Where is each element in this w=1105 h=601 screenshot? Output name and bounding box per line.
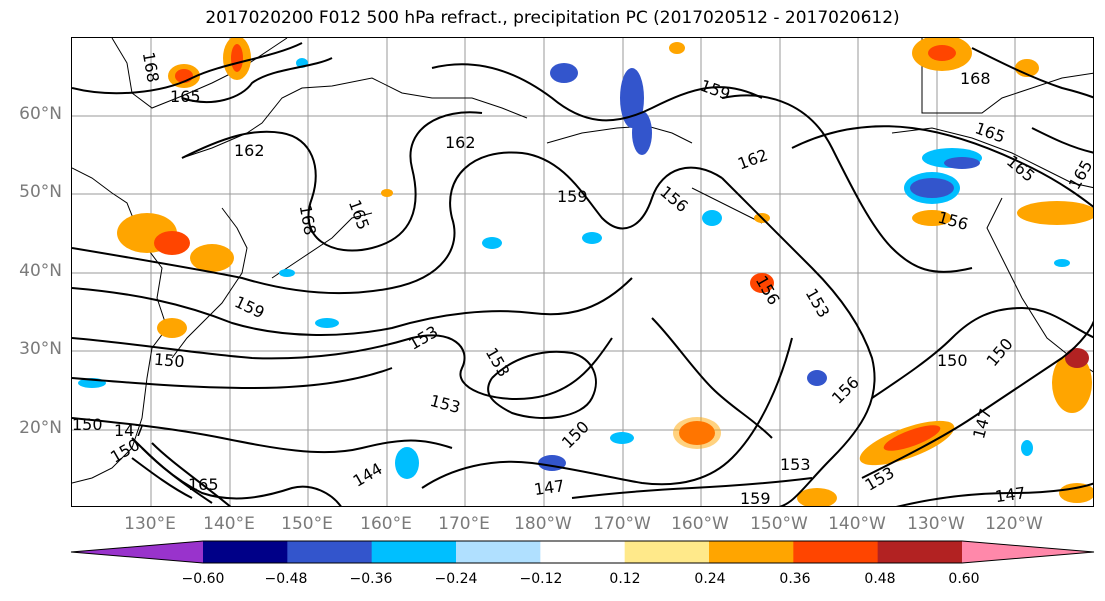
colorbar-tick: −0.24 xyxy=(434,571,478,587)
precipitation-patches xyxy=(78,38,1093,506)
colorbar-tick: 0.12 xyxy=(609,571,641,587)
lat-label-30n: 30°N xyxy=(19,339,62,359)
map-canvas: 168 165 162 162 168 165 159 159 162 156 … xyxy=(72,38,1094,507)
contour-label: 156 xyxy=(936,208,970,234)
colorbar-segment xyxy=(709,541,794,563)
contour-label: 153 xyxy=(482,344,514,380)
contour-label: 150 xyxy=(153,350,185,372)
lat-label-40n: 40°N xyxy=(19,261,62,281)
contour-label: 159 xyxy=(232,292,268,322)
contour-label: 159 xyxy=(740,489,771,507)
colorbar-tick: −0.60 xyxy=(181,571,225,587)
colorbar-segment xyxy=(203,541,288,563)
contour-label: 165 xyxy=(972,118,1007,146)
contour-label: 156 xyxy=(656,182,692,216)
colorbar-segment xyxy=(624,541,710,563)
contour-label: 147 xyxy=(114,421,145,440)
colorbar-tick: 0.24 xyxy=(694,571,726,587)
contour-label: 153 xyxy=(862,463,898,495)
lon-label-150w: 150°W xyxy=(750,514,808,534)
colorbar-tick: 0.60 xyxy=(948,571,980,587)
contour-label: 147 xyxy=(969,406,995,440)
contour-label: 165 xyxy=(345,197,373,232)
colorbar-extend-high xyxy=(962,541,1094,563)
lon-label-130w: 130°W xyxy=(907,514,965,534)
lon-label-160w: 160°W xyxy=(671,514,729,534)
contour-label: 159 xyxy=(557,187,588,206)
lon-label-180w: 180°W xyxy=(514,514,572,534)
colorbar-outline xyxy=(70,540,1095,564)
lon-label-150e: 150°E xyxy=(281,514,333,534)
lat-label-50n: 50°N xyxy=(19,182,62,202)
contour-label: 150 xyxy=(983,334,1017,370)
contour-label: 162 xyxy=(234,141,265,160)
lon-label-170e: 170°E xyxy=(438,514,490,534)
lon-label-130e: 130°E xyxy=(124,514,176,534)
refractivity-contours xyxy=(72,42,1093,506)
lat-label-20n: 20°N xyxy=(19,418,62,438)
colorbar-extend-low xyxy=(71,541,203,563)
contour-label: 153 xyxy=(405,322,441,354)
map-panel[interactable]: 168 165 162 162 168 165 159 159 162 156 … xyxy=(71,37,1094,507)
lon-label-140w: 140°W xyxy=(828,514,886,534)
colorbar-tick: −0.48 xyxy=(264,571,308,587)
colorbar-tick: 0.48 xyxy=(864,571,896,587)
contour-label: 150 xyxy=(72,415,103,434)
contour-label: 150 xyxy=(558,417,593,452)
contour-label: 159 xyxy=(698,76,733,104)
colorbar-tick: 0.36 xyxy=(779,571,811,587)
lon-label-160e: 160°E xyxy=(360,514,412,534)
contour-label: 162 xyxy=(445,133,476,152)
contour-label: 150 xyxy=(937,351,968,370)
lon-label-170w: 170°W xyxy=(593,514,651,534)
lat-label-60n: 60°N xyxy=(19,104,62,124)
contour-label: 147 xyxy=(994,483,1027,506)
contour-label: 153 xyxy=(802,285,834,321)
contour-label: 168 xyxy=(139,51,163,84)
colorbar-tick: −0.12 xyxy=(519,571,563,587)
contour-label: 147 xyxy=(533,476,566,499)
lon-label-140e: 140°E xyxy=(203,514,255,534)
colorbar-segment xyxy=(793,541,879,563)
colorbar-segment xyxy=(456,541,541,563)
colorbar-segment xyxy=(877,541,963,563)
contour-label: 168 xyxy=(296,203,320,236)
contour-label: 144 xyxy=(350,459,386,491)
colorbar-tick: −0.36 xyxy=(349,571,393,587)
contour-label: 162 xyxy=(735,145,770,173)
contour-label: 165 xyxy=(188,475,219,494)
contour-label: 165 xyxy=(170,87,201,106)
lon-label-120w: 120°W xyxy=(985,514,1043,534)
colorbar xyxy=(70,540,1095,564)
colorbar-segment xyxy=(540,541,626,563)
colorbar-segment xyxy=(371,541,457,563)
colorbar-segment xyxy=(287,541,373,563)
contour-label: 153 xyxy=(780,455,811,474)
contour-label: 168 xyxy=(960,69,991,88)
contour-label: 165 xyxy=(1065,157,1094,193)
figure-title: 2017020200 F012 500 hPa refract., precip… xyxy=(205,8,900,28)
contour-label: 153 xyxy=(428,391,462,417)
